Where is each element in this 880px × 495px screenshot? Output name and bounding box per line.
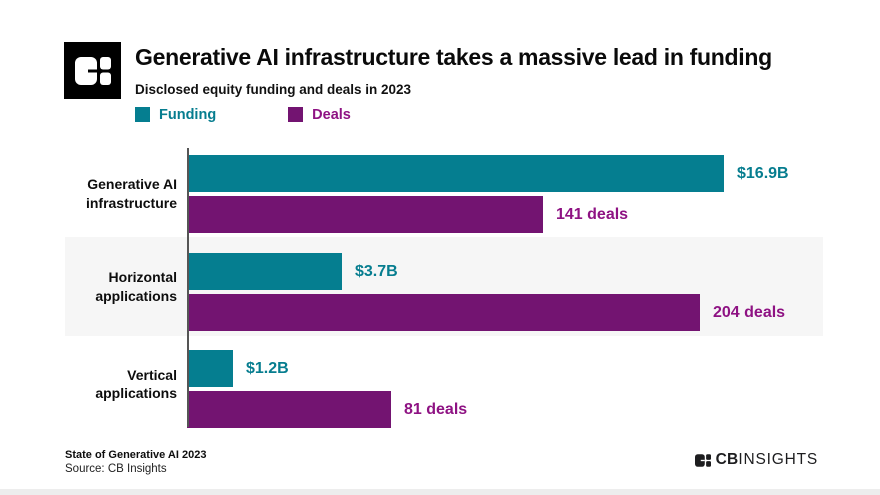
page-title: Generative AI infrastructure takes a mas… bbox=[135, 44, 772, 70]
bar-group: $16.9B 141 deals bbox=[187, 150, 823, 237]
deals-bar-line: 141 deals bbox=[187, 196, 823, 233]
funding-value-label: $1.2B bbox=[246, 359, 289, 377]
category-label: Horizontal applications bbox=[95, 269, 177, 304]
cbinsights-wordmark: CB INSIGHTS bbox=[694, 451, 818, 469]
deals-bar bbox=[187, 391, 391, 428]
funding-bar bbox=[187, 350, 233, 387]
cbinsights-mark-icon bbox=[74, 56, 111, 85]
funding-swatch-icon bbox=[135, 107, 150, 123]
chart-row-horizontal-applications: Horizontal applications $3.7B 204 deals bbox=[65, 237, 823, 336]
category-label: Generative AI infrastructure bbox=[85, 176, 177, 211]
funding-bar-line: $16.9B bbox=[187, 155, 823, 192]
chart-subtitle: Disclosed equity funding and deals in 20… bbox=[135, 81, 412, 97]
y-axis-line bbox=[187, 148, 189, 427]
funding-bar-line: $1.2B bbox=[187, 350, 823, 387]
bar-group: $1.2B 81 deals bbox=[187, 336, 823, 432]
funding-value-label: $3.7B bbox=[355, 262, 398, 280]
legend-label-deals: Deals bbox=[312, 106, 351, 123]
cbinsights-logo-icon bbox=[64, 42, 121, 99]
bottom-edge-strip bbox=[0, 489, 880, 495]
deals-bar-line: 204 deals bbox=[187, 294, 823, 331]
cbinsights-mini-logo-icon bbox=[694, 453, 711, 467]
legend-item-deals: Deals bbox=[288, 107, 351, 123]
deals-bar bbox=[187, 294, 700, 331]
funding-bar bbox=[187, 253, 342, 290]
funding-bar bbox=[187, 155, 724, 192]
deals-value-label: 141 deals bbox=[556, 205, 629, 223]
report-title: State of Generative AI 2023 bbox=[65, 449, 207, 461]
funding-bar-line: $3.7B bbox=[187, 253, 823, 290]
deals-bar bbox=[187, 196, 543, 233]
deals-swatch-icon bbox=[288, 107, 304, 123]
category-label: Vertical applications bbox=[95, 366, 177, 401]
legend-item-funding: Funding bbox=[135, 107, 216, 123]
legend: Funding Deals bbox=[135, 107, 772, 123]
chart-row-vertical-applications: Vertical applications $1.2B 81 deals bbox=[65, 336, 823, 432]
brand-cb-text: CB bbox=[715, 451, 739, 468]
bar-chart: Generative AI infrastructure $16.9B 141 … bbox=[65, 148, 823, 432]
bar-group: $3.7B 204 deals bbox=[187, 237, 823, 336]
header: Generative AI infrastructure takes a mas… bbox=[135, 44, 772, 123]
deals-value-label: 81 deals bbox=[404, 400, 468, 418]
brand-insights-text: INSIGHTS bbox=[738, 451, 818, 468]
deals-bar-line: 81 deals bbox=[187, 391, 823, 428]
chart-row-generative-ai-infrastructure: Generative AI infrastructure $16.9B 141 … bbox=[65, 150, 823, 237]
source-credit: Source: CB Insights bbox=[65, 463, 167, 475]
deals-value-label: 204 deals bbox=[713, 303, 786, 321]
funding-value-label: $16.9B bbox=[737, 164, 789, 182]
footer-source-block: State of Generative AI 2023 Source: CB I… bbox=[65, 449, 206, 475]
legend-label-funding: Funding bbox=[159, 106, 217, 123]
